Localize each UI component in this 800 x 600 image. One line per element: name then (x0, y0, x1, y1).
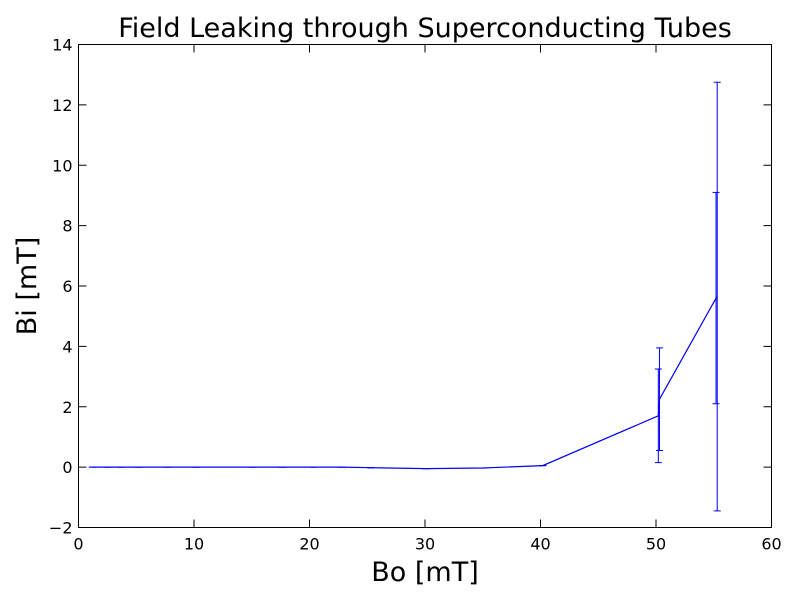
y-tick-label: 8 (62, 217, 72, 236)
series (88, 81, 721, 512)
x-tick-label: 60 (761, 535, 781, 554)
x-axis-label: Bo [mT] (371, 557, 479, 588)
chart-title: Field Leaking through Superconducting Tu… (118, 13, 732, 44)
x-tick-label: 0 (73, 535, 83, 554)
y-tick-label: 12 (52, 96, 72, 115)
x-tick-label: 20 (299, 535, 319, 554)
y-tick-label: 4 (62, 337, 72, 356)
plot-frame (78, 44, 772, 528)
ticks (78, 44, 772, 528)
x-tick-label: 40 (530, 535, 550, 554)
y-tick-label: −2 (49, 519, 73, 538)
y-tick-label: 10 (52, 156, 72, 175)
y-tick-label: 0 (62, 458, 72, 477)
y-tick-label: 14 (52, 36, 72, 55)
y-axis-label: Bi [mT] (12, 237, 43, 335)
x-tick-label: 10 (184, 535, 204, 554)
y-tick-label: 6 (62, 277, 72, 296)
series-line (92, 296, 718, 470)
x-tick-label: 30 (415, 535, 435, 554)
x-tick-label: 50 (646, 535, 666, 554)
y-tick-label: 2 (62, 398, 72, 417)
